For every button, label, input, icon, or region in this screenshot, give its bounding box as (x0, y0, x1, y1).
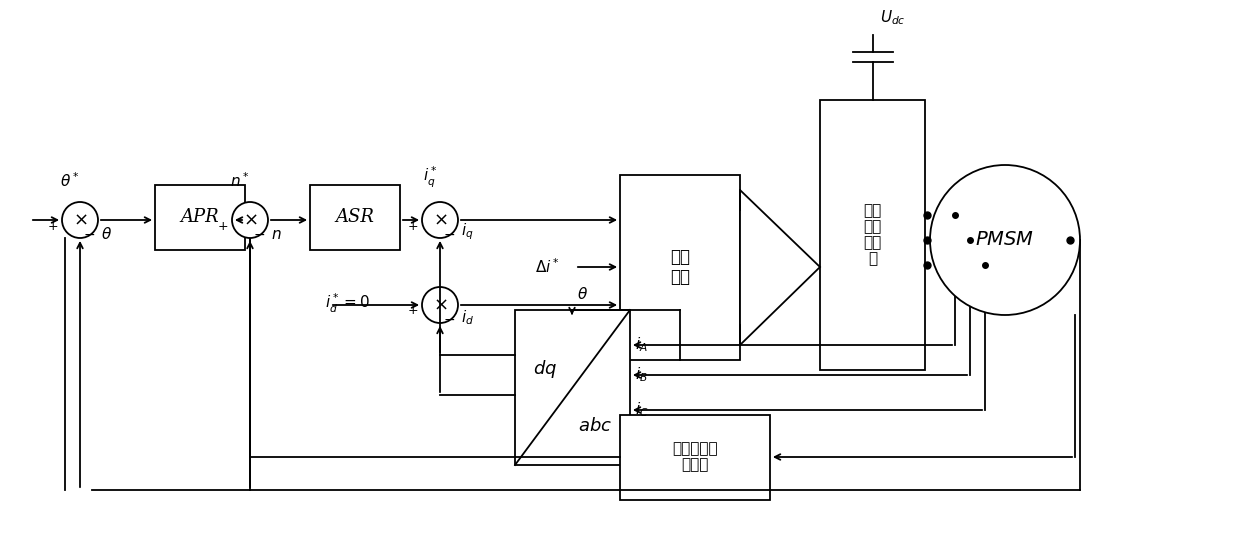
Text: $U_{dc}$: $U_{dc}$ (880, 9, 906, 27)
Text: $i_d^*=0$: $i_d^*=0$ (326, 292, 370, 315)
Text: 位置、转速
传感器: 位置、转速 传感器 (673, 442, 717, 473)
Text: 方框
规则: 方框 规则 (670, 249, 690, 286)
Circle shape (422, 202, 458, 238)
Text: $\times$: $\times$ (432, 296, 447, 314)
Text: APR: APR (181, 208, 219, 227)
Text: $i_q^*$: $i_q^*$ (422, 165, 437, 190)
Text: $\Delta i^*$: $\Delta i^*$ (535, 258, 560, 277)
Text: $n$: $n$ (271, 228, 281, 242)
Text: $i_C$: $i_C$ (636, 401, 649, 419)
Text: −: − (84, 228, 95, 242)
Text: +: + (217, 220, 228, 233)
Text: $i_B$: $i_B$ (636, 366, 648, 384)
Bar (620, 415, 769, 500)
Circle shape (930, 165, 1080, 315)
Text: $i_q$: $i_q$ (461, 221, 473, 242)
Circle shape (62, 202, 98, 238)
Text: $n^*$: $n^*$ (230, 171, 250, 190)
Circle shape (232, 202, 268, 238)
Text: $\theta$: $\theta$ (577, 286, 589, 302)
Text: $\theta^*$: $\theta^*$ (61, 171, 79, 190)
Text: +: + (408, 304, 418, 317)
Bar (620, 175, 740, 360)
Text: $i_A$: $i_A$ (636, 336, 648, 354)
Text: +: + (408, 220, 418, 233)
Text: ASR: ASR (336, 208, 374, 227)
Text: $\times$: $\times$ (432, 211, 447, 229)
Text: −: − (444, 228, 456, 242)
Text: −: − (254, 228, 265, 242)
Text: 三相
全桥
逆变
器: 三相 全桥 逆变 器 (864, 204, 882, 266)
Bar (820, 100, 926, 370)
Bar (515, 310, 629, 465)
Text: $\times$: $\times$ (243, 211, 258, 229)
Bar (155, 185, 245, 250)
Circle shape (422, 287, 458, 323)
Text: $dq$: $dq$ (533, 358, 558, 380)
Text: −: − (444, 313, 456, 327)
Bar (310, 185, 400, 250)
Text: $\times$: $\times$ (73, 211, 87, 229)
Text: $i_d$: $i_d$ (461, 308, 475, 327)
Polygon shape (740, 190, 820, 345)
Text: $PMSM$: $PMSM$ (975, 231, 1035, 249)
Text: $\theta$: $\theta$ (102, 226, 112, 242)
Text: +: + (47, 220, 58, 233)
Text: $abc$: $abc$ (577, 417, 612, 436)
